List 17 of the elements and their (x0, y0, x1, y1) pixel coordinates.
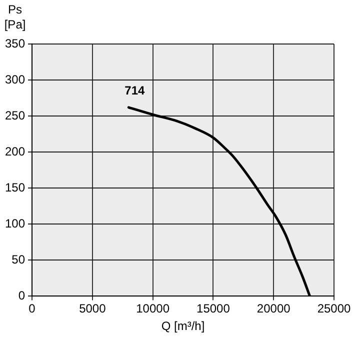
y-axis-title: Ps [Pa] (4, 2, 26, 32)
y-tick-label: 200 (4, 144, 26, 158)
y-tick-label: 50 (12, 252, 26, 266)
y-tick-label: 300 (4, 72, 26, 86)
x-tick-label: 15000 (196, 302, 230, 316)
y-tick-label: 250 (4, 108, 26, 122)
x-tick-label: 10000 (136, 302, 170, 316)
y-tick-label: 150 (4, 180, 26, 194)
series-label: 714 (124, 84, 145, 98)
y-tick-label: 100 (4, 216, 26, 230)
y-tick-label: 0 (18, 288, 26, 303)
x-tick-label: 20000 (256, 302, 291, 316)
x-tick-label: 5000 (79, 302, 106, 316)
x-tick-label: 25000 (317, 302, 352, 316)
y-tick-label: 350 (4, 36, 26, 50)
x-axis-title: Q [m³/h] (161, 319, 205, 334)
x-tick-label: 0 (28, 302, 36, 316)
